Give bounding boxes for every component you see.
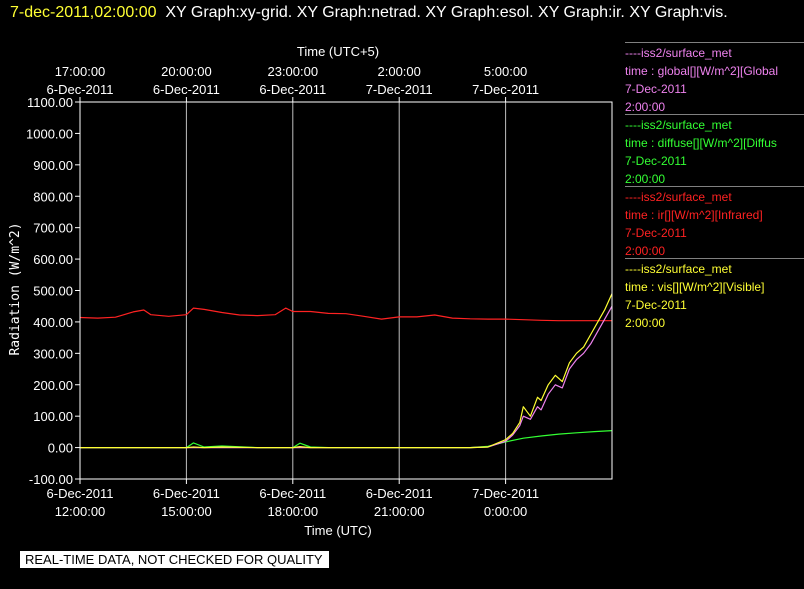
bottom-axis-label: Time (UTC)	[304, 523, 371, 538]
legend-label: time : ir[][W/m^2][Infrared]	[625, 208, 763, 222]
legend-label: time : vis[][W/m^2][Visible]	[625, 280, 765, 294]
legend-date: 7-Dec-2011	[625, 298, 687, 312]
x2-tick-date: 7-Dec-2011	[472, 82, 539, 97]
legend-diffuse: ----iss2/surface_met time : diffuse[][W/…	[625, 114, 804, 188]
y-tick-label: 100.00	[33, 409, 73, 424]
x-tick-time: 0:00:00	[484, 504, 527, 519]
legend-label: time : global[][W/m^2][Global	[625, 64, 779, 78]
y-tick-label: 500.00	[33, 284, 73, 299]
series-line-global	[80, 305, 613, 449]
title-timestamp: 7-dec-2011,02:00:00	[10, 4, 157, 21]
legend-date: 7-Dec-2011	[625, 226, 687, 240]
x-tick-date: 6-Dec-2011	[153, 486, 220, 501]
legend-source: ----iss2/surface_met	[625, 262, 732, 276]
legend-ir: ----iss2/surface_met time : ir[][W/m^2][…	[625, 186, 804, 260]
series-line-vis	[80, 293, 613, 449]
title-graph-list: XY Graph:xy-grid. XY Graph:netrad. XY Gr…	[165, 4, 728, 21]
legend-source: ----iss2/surface_met	[625, 118, 732, 132]
x2-tick-date: 6-Dec-2011	[153, 82, 220, 97]
top-axis-label: Time (UTC+5)	[297, 44, 379, 59]
y-tick-label: 1000.00	[26, 126, 73, 141]
x2-tick-time: 23:00:00	[267, 64, 318, 79]
y-tick-label: 200.00	[33, 378, 73, 393]
x-tick-time: 21:00:00	[374, 504, 425, 519]
series-lines	[79, 293, 613, 449]
y-axis-label: Radiation (W/m^2)	[8, 222, 23, 355]
x2-tick-date: 7-Dec-2011	[366, 82, 433, 97]
x2-tick-time: 5:00:00	[484, 64, 527, 79]
series-line-diffuse	[80, 430, 613, 449]
x2-tick-time: 17:00:00	[55, 64, 106, 79]
legend-label: time : diffuse[][W/m^2][Diffus	[625, 136, 777, 150]
legend-divider	[625, 186, 804, 187]
plot-frame	[79, 101, 613, 480]
legend-source: ----iss2/surface_met	[625, 190, 732, 204]
y-tick-label: 300.00	[33, 346, 73, 361]
legend-source: ----iss2/surface_met	[625, 46, 732, 60]
legend-date: 7-Dec-2011	[625, 154, 687, 168]
y-tick-label: 900.00	[33, 158, 73, 173]
y-tick-label: 0.00	[48, 441, 73, 456]
legend-divider	[625, 258, 804, 259]
graph-title-line: 7-dec-2011,02:00:00 XY Graph:xy-grid. XY…	[10, 2, 800, 24]
x-tick-time: 18:00:00	[267, 504, 318, 519]
x-axis-ticks: 6-Dec-2011 12:00:00 6-Dec-2011 15:00:00 6-De…	[47, 64, 540, 519]
x-tick-date: 6-Dec-2011	[47, 486, 114, 501]
y-tick-label: -100.00	[29, 472, 73, 487]
y-axis-ticks: -100.00 0.00 100.00 200.00 300.00 400.00 500.0…	[26, 95, 80, 487]
legend-date: 7-Dec-2011	[625, 82, 687, 96]
x-tick-date: 7-Dec-2011	[472, 486, 539, 501]
x-tick-time: 15:00:00	[161, 504, 212, 519]
legend-divider	[625, 114, 804, 115]
legend-divider	[625, 42, 804, 43]
x-tick-date: 6-Dec-2011	[366, 486, 433, 501]
quality-notice: REAL-TIME DATA, NOT CHECKED FOR QUALITY	[20, 551, 329, 568]
legend-time: 2:00:00	[625, 100, 666, 114]
x2-tick-date: 6-Dec-2011	[47, 82, 114, 97]
y-tick-label: 600.00	[33, 252, 73, 267]
grid-lines	[185, 102, 507, 479]
x-tick-date: 6-Dec-2011	[259, 486, 326, 501]
y-tick-label: 400.00	[33, 315, 73, 330]
x-tick-time: 12:00:00	[55, 504, 106, 519]
x2-tick-time: 20:00:00	[161, 64, 212, 79]
legend-time: 2:00:00	[625, 172, 666, 186]
series-line-ir	[79, 307, 612, 322]
legend-time: 2:00:00	[625, 244, 666, 258]
y-tick-label: 1100.00	[27, 95, 73, 110]
x2-tick-time: 2:00:00	[378, 64, 421, 79]
x2-tick-date: 6-Dec-2011	[259, 82, 326, 97]
y-tick-label: 800.00	[33, 189, 73, 204]
legend-vis: ----iss2/surface_met time : vis[][W/m^2]…	[625, 258, 804, 332]
legend-global: ----iss2/surface_met time : global[][W/m…	[625, 42, 804, 116]
legend-time: 2:00:00	[625, 316, 666, 330]
y-tick-label: 700.00	[33, 221, 73, 236]
